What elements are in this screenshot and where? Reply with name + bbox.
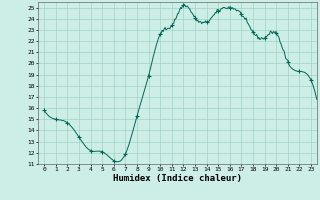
X-axis label: Humidex (Indice chaleur): Humidex (Indice chaleur) bbox=[113, 174, 242, 183]
